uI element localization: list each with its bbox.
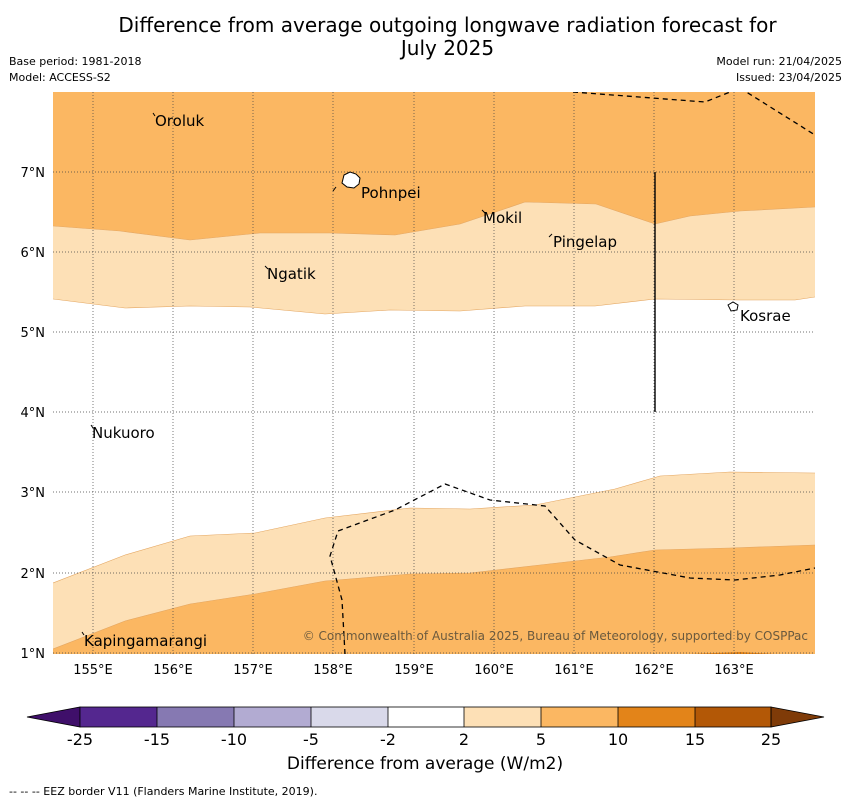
lat-label: 2°N	[21, 567, 46, 582]
label-ngatik: Ngatik	[267, 265, 316, 283]
lon-label: 160°E	[474, 663, 514, 678]
colorbar-tick: 2	[459, 730, 469, 749]
lon-label: 158°E	[313, 663, 353, 678]
colorbar-tick: -10	[221, 730, 247, 749]
colorbar-title: Difference from average (W/m2)	[286, 754, 564, 774]
colorbar-segment	[234, 707, 311, 727]
label-mokil: Mokil	[483, 209, 522, 227]
label-kapingamarangi: Kapingamarangi	[84, 632, 207, 650]
colorbar-segment	[464, 707, 541, 727]
colorbar-segment	[695, 707, 771, 727]
lon-label: 162°E	[634, 663, 674, 678]
lon-label: 163°E	[714, 663, 754, 678]
colorbar-segment	[157, 707, 234, 727]
pohnpei-islet	[332, 186, 337, 192]
atoll-markers	[81, 112, 553, 636]
lon-axis-labels: 155°E 156°E 157°E 158°E 159°E 160°E 161°…	[73, 663, 754, 678]
label-oroluk: Oroluk	[155, 112, 204, 130]
title-line-2: July 2025	[400, 36, 495, 60]
lat-axis-labels: 7°N 6°N 5°N 4°N 3°N 2°N 1°N	[21, 166, 46, 662]
lon-label: 161°E	[554, 663, 594, 678]
lat-label: 1°N	[21, 647, 46, 662]
colorbar-extend-high	[770, 706, 825, 728]
colorbar-tick: -25	[67, 730, 93, 749]
label-nukuoro: Nukuoro	[92, 424, 155, 442]
colorbar-tick: 10	[608, 730, 628, 749]
title-line-1: Difference from average outgoing longwav…	[118, 13, 777, 37]
place-labels: Oroluk Pohnpei Mokil Pingelap Ngatik Kos…	[84, 112, 791, 650]
colorbar-segment	[618, 707, 695, 727]
band-5-10-north	[53, 92, 815, 240]
copyright-text: © Commonwealth of Australia 2025, Bureau…	[303, 629, 808, 643]
footnote: -- -- -- EEZ border V11 (Flanders Marine…	[9, 785, 318, 798]
contour-lines	[53, 201, 815, 650]
label-pohnpei: Pohnpei	[361, 184, 421, 202]
colorbar-tick: 25	[761, 730, 781, 749]
lon-label: 157°E	[233, 663, 273, 678]
chart-title: Difference from average outgoing longwav…	[0, 14, 850, 60]
colorbar-ticks: -25 -15 -10 -5 -2 2 5 10 15 25	[67, 730, 781, 749]
meta-left: Base period: 1981-2018 Model: ACCESS-S2	[9, 54, 141, 86]
kosrae-island	[727, 301, 739, 312]
lat-label: 3°N	[21, 486, 46, 501]
lat-label: 5°N	[21, 326, 46, 341]
base-period: Base period: 1981-2018	[9, 55, 142, 68]
map-plot: Oroluk Pohnpei Mokil Pingelap Ngatik Kos…	[53, 92, 815, 654]
band-5-10-south	[53, 545, 815, 654]
lat-label: 6°N	[21, 246, 46, 261]
colorbar-tick: -5	[303, 730, 319, 749]
eez-borders	[329, 92, 815, 654]
lat-label: 4°N	[21, 406, 46, 421]
meta-right: Model run: 21/04/2025 Issued: 23/04/2025	[716, 54, 842, 86]
colorbar-tick: 5	[536, 730, 546, 749]
label-kosrae: Kosrae	[740, 307, 791, 325]
colorbar-segment	[541, 707, 618, 727]
colorbar-segment	[80, 707, 157, 727]
lon-label: 156°E	[153, 663, 193, 678]
colorbar: -25 -15 -10 -5 -2 2 5 10 15 25	[26, 706, 825, 749]
colorbar-segment	[388, 707, 464, 727]
gridlines	[53, 92, 815, 654]
colorbar-tick: -2	[380, 730, 396, 749]
lon-label: 159°E	[394, 663, 434, 678]
pohnpei-island	[341, 171, 361, 189]
lat-label: 7°N	[21, 166, 46, 181]
colorbar-segment	[311, 707, 388, 727]
lon-label: 155°E	[73, 663, 113, 678]
colorbar-extend-low	[26, 706, 81, 728]
colorbar-tick: 15	[685, 730, 705, 749]
colorbar-tick: -15	[144, 730, 170, 749]
issued-date: Issued: 23/04/2025	[735, 71, 842, 84]
model-name: Model: ACCESS-S2	[9, 71, 111, 84]
model-run: Model run: 21/04/2025	[716, 55, 842, 68]
band-10-15-patch	[690, 652, 775, 654]
label-pingelap: Pingelap	[553, 233, 617, 251]
band-2-5-north	[53, 202, 815, 314]
